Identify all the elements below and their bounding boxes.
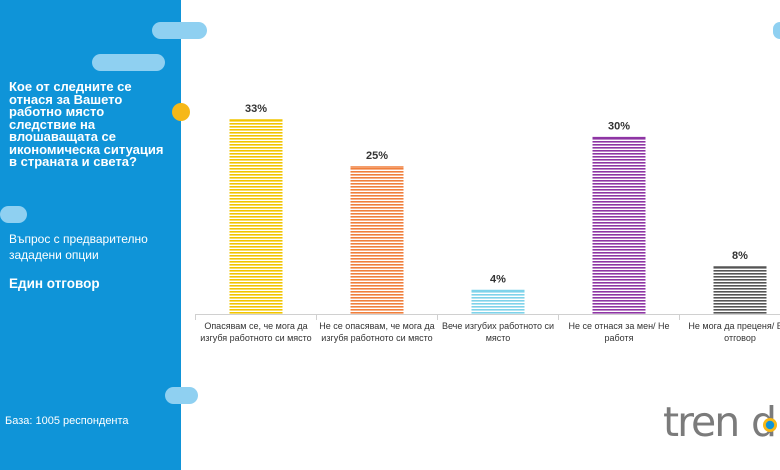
answer-type-text: Един отговор: [9, 276, 100, 291]
category-label: работя: [605, 333, 634, 343]
svg-text:tren: tren: [663, 398, 738, 446]
category-label: изгубя работното си място: [321, 333, 432, 343]
category-label: Вече изгубих работното си: [442, 321, 554, 331]
decor-pill: [165, 387, 198, 404]
sidebar-panel: [0, 0, 181, 470]
decor-dot: [172, 103, 190, 121]
data-label: 33%: [245, 103, 267, 115]
category-label: място: [486, 333, 511, 343]
category-label: Опасявам се, че мога да: [204, 321, 307, 331]
question-text: Кое от следните се отнася за Вашето рабо…: [9, 79, 164, 169]
decor-pill: [773, 22, 780, 39]
category-label: изгубя работното си място: [200, 333, 311, 343]
bar: [229, 120, 283, 314]
bar: [713, 266, 767, 314]
bar: [471, 290, 525, 314]
data-label: 4%: [490, 273, 506, 285]
respondent-base-text: База: 1005 респондента: [5, 415, 129, 427]
decor-pill: [0, 206, 27, 223]
category-label: Не се опасявам, че мога да: [319, 321, 434, 331]
decor-pill: [92, 54, 165, 71]
bar: [350, 167, 404, 314]
category-label: Не мога да преценя/ Без: [688, 321, 780, 331]
data-label: 8%: [732, 250, 748, 262]
data-label: 25%: [366, 150, 388, 162]
bar-chart: 33% Опасявам се, че мога да изгубя работно…: [195, 103, 780, 343]
bar: [592, 137, 646, 314]
decor-pill: [152, 22, 207, 39]
trend-logo-mark: tren d: [663, 398, 777, 446]
category-label: отговор: [724, 333, 756, 343]
data-label: 30%: [608, 121, 630, 133]
category-label: Не се отнася за мен/ Не: [568, 321, 669, 331]
question-type-text: Въпрос с предварително зададени опции: [9, 232, 148, 262]
